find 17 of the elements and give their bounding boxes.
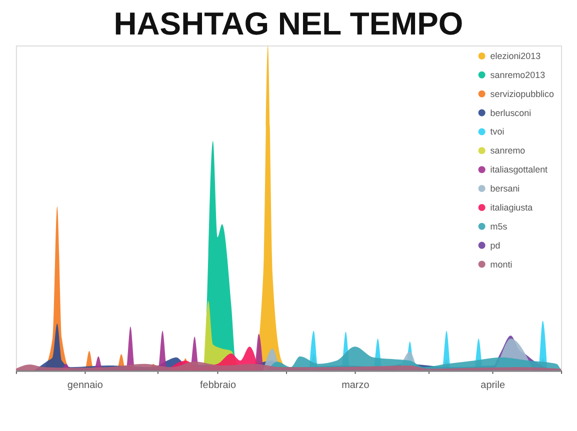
legend-label: m5s	[490, 221, 508, 232]
chart-title: HASHTAG NEL TEMPO	[114, 6, 464, 42]
legend-label: sanremo	[490, 146, 526, 156]
legend-label: pd	[490, 240, 500, 250]
x-tick-label: febbraio	[200, 380, 236, 391]
legend-label: serviziopubblico	[490, 88, 554, 99]
legend-label: berlusconi	[490, 108, 532, 118]
legend-label: bersani	[490, 184, 520, 194]
legend-label: elezioni2013	[490, 50, 541, 61]
legend-label: tvoi	[490, 126, 504, 137]
x-tick-label: aprile	[480, 380, 506, 391]
legend-label: monti	[490, 259, 512, 270]
legend-label: italiasgottalent	[490, 164, 548, 175]
legend-label: italiagiusta	[490, 202, 533, 212]
x-tick-label: gennaio	[67, 380, 104, 391]
legend-label: sanremo2013	[490, 70, 546, 80]
x-tick-label: marzo	[342, 380, 370, 391]
